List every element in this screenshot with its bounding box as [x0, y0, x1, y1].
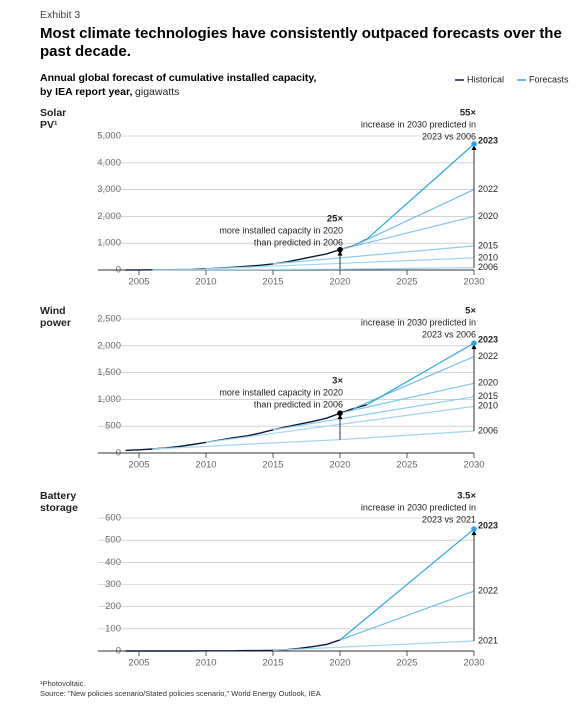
series-label: 2022	[478, 586, 498, 596]
series-label: 2020	[478, 211, 498, 221]
panel-label: PV¹	[40, 119, 58, 131]
subtitle: by IEA report year, gigawatts	[40, 86, 179, 98]
series-label: 2006	[478, 262, 498, 272]
panel-label: storage	[40, 502, 78, 514]
footnote: Source: "New policies scenario/Stated po…	[40, 689, 321, 698]
x-tick-label: 2015	[262, 658, 283, 669]
series-label: 2015	[478, 391, 498, 401]
point	[471, 141, 477, 147]
x-tick-label: 2030	[463, 460, 484, 471]
historical-line	[125, 639, 341, 652]
series-label: 2022	[478, 351, 498, 361]
forecast-line	[366, 143, 475, 240]
x-tick-label: 2015	[262, 277, 283, 288]
x-tick-label: 2015	[262, 460, 283, 471]
x-tick-label: 2010	[195, 277, 216, 288]
forecast-line	[339, 528, 475, 641]
series-label: 2015	[478, 240, 498, 250]
annotation-text: 2023 vs 2006	[422, 131, 476, 141]
annotation-text: 2023 vs 2021	[422, 514, 476, 524]
point	[337, 246, 343, 253]
series-label: 2023	[478, 135, 498, 145]
forecast-line	[272, 640, 475, 651]
series-label: 2006	[478, 425, 498, 435]
legend-label: Forecasts	[529, 74, 569, 84]
point	[337, 410, 343, 416]
footnote: ¹Photovoltaic.	[40, 679, 85, 688]
x-tick-label: 2010	[195, 658, 216, 669]
x-tick-label: 2010	[195, 460, 216, 471]
annotation-value: 5×	[465, 306, 476, 317]
annotation-text: 2023 vs 2006	[422, 329, 476, 339]
x-tick-label: 2005	[128, 658, 149, 669]
forecast-line	[152, 430, 475, 450]
annotation-text: more installed capacity in 2020	[219, 387, 343, 397]
x-tick-label: 2030	[463, 277, 484, 288]
annotation-text: than predicted in 2006	[254, 237, 343, 247]
arrow-head	[337, 250, 343, 256]
forecast-line	[152, 267, 475, 271]
legend-label: Historical	[467, 74, 504, 84]
arrow-head	[471, 145, 477, 151]
arrow-head	[337, 414, 343, 420]
x-tick-label: 2030	[463, 658, 484, 669]
series-label: 2010	[478, 252, 498, 262]
annotation-value: 3×	[332, 376, 343, 387]
annotation-text: increase in 2030 predicted in	[361, 317, 476, 327]
exhibit-label: Exhibit 3	[40, 9, 80, 21]
panel-label: Solar	[40, 107, 66, 119]
historical-line	[125, 404, 367, 452]
panel-label: Wind	[40, 305, 66, 317]
x-tick-label: 2020	[329, 277, 350, 288]
forecast-line	[339, 590, 475, 641]
annotation-value: 55×	[460, 108, 477, 119]
forecast-line	[272, 396, 475, 431]
annotation-text: increase in 2030 predicted in	[361, 502, 476, 512]
x-tick-label: 2005	[128, 460, 149, 471]
title: Most climate technologies have consisten…	[40, 25, 562, 42]
annotation-text: increase in 2030 predicted in	[361, 119, 476, 129]
title: past decade.	[40, 43, 131, 60]
annotation-text: more installed capacity in 2020	[219, 225, 343, 235]
forecast-line	[353, 355, 475, 410]
series-label: 2020	[478, 378, 498, 388]
point	[471, 340, 477, 346]
x-tick-label: 2020	[329, 460, 350, 471]
forecast-line	[366, 342, 475, 406]
forecast-line	[353, 189, 475, 247]
x-tick-label: 2005	[128, 277, 149, 288]
x-tick-label: 2020	[329, 658, 350, 669]
series-label: 2021	[478, 635, 498, 645]
x-tick-label: 2025	[396, 277, 417, 288]
arrow-head	[471, 530, 477, 536]
forecast-line	[339, 215, 475, 251]
series-label: 2010	[478, 401, 498, 411]
series-label: 2023	[478, 334, 498, 344]
annotation-text: than predicted in 2006	[254, 399, 343, 409]
x-tick-label: 2025	[396, 658, 417, 669]
arrow-head	[471, 344, 477, 350]
point	[471, 526, 477, 532]
series-label: 2022	[478, 184, 498, 194]
annotation-value: 25×	[327, 214, 344, 225]
x-tick-label: 2025	[396, 460, 417, 471]
subtitle: by IEA report year,	[40, 86, 132, 98]
panel-label: power	[40, 317, 71, 329]
forecast-line	[339, 382, 475, 414]
annotation-value: 3.5×	[457, 491, 476, 502]
subtitle: Annual global forecast of cumulative ins…	[40, 72, 316, 84]
unit: gigawatts	[135, 86, 179, 98]
forecast-line	[272, 245, 475, 265]
series-label: 2023	[478, 520, 498, 530]
panel-label: Battery	[40, 490, 76, 502]
